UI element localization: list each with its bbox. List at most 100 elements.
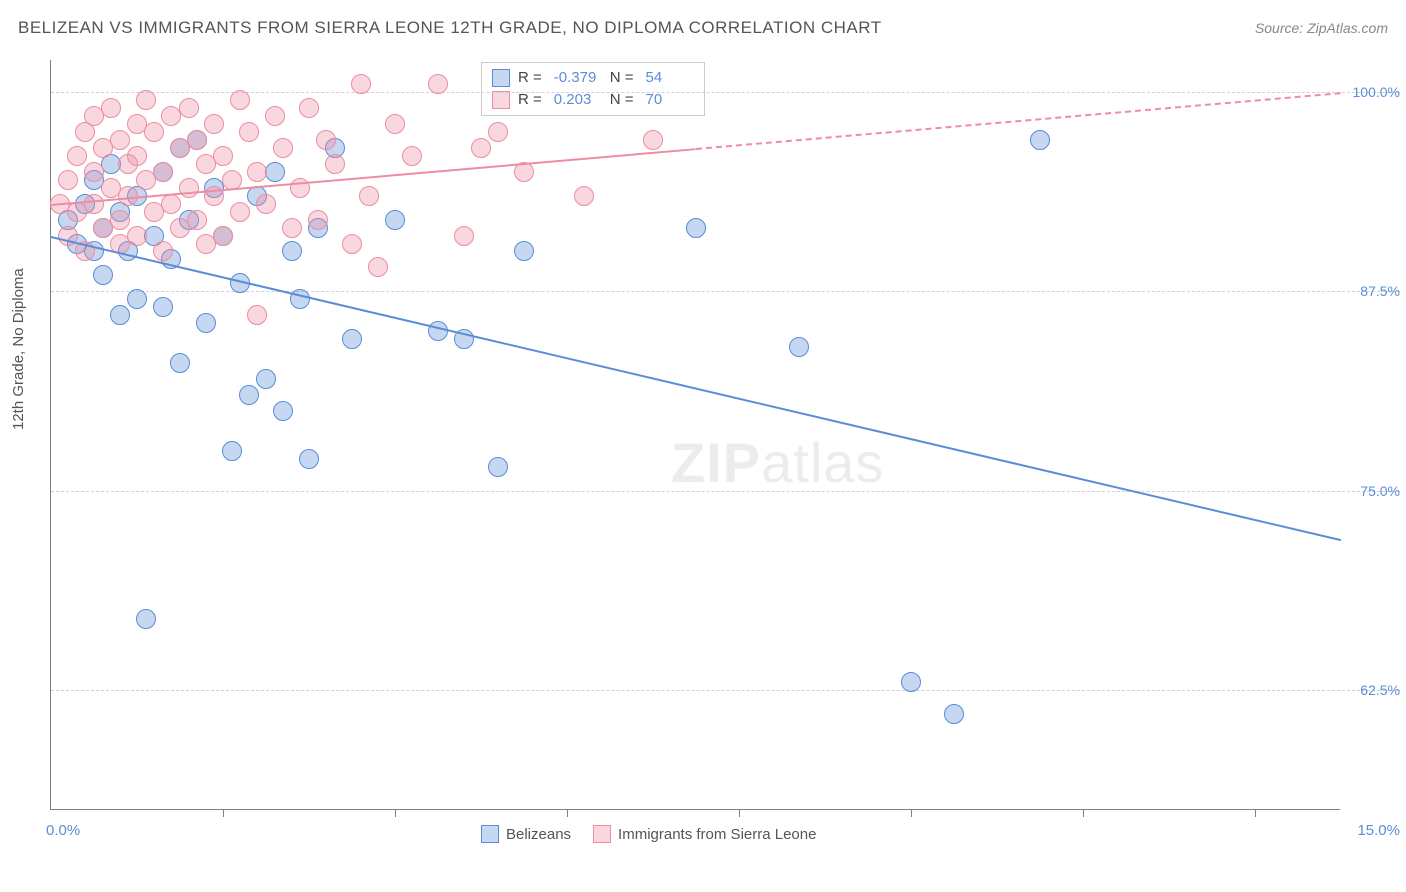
scatter-point [153, 241, 173, 261]
chart-title: BELIZEAN VS IMMIGRANTS FROM SIERRA LEONE… [18, 18, 882, 38]
scatter-point [247, 162, 267, 182]
series-name: Immigrants from Sierra Leone [618, 826, 816, 843]
legend-swatch [492, 91, 510, 109]
scatter-point [93, 265, 113, 285]
scatter-point [179, 98, 199, 118]
x-axis-min-label: 0.0% [46, 822, 80, 839]
scatter-point [204, 114, 224, 134]
scatter-point [686, 218, 706, 238]
legend-r-value: -0.379 [554, 67, 602, 89]
scatter-point [136, 609, 156, 629]
watermark: ZIPatlas [671, 430, 884, 495]
scatter-point [239, 385, 259, 405]
scatter-point [144, 122, 164, 142]
x-tick [1083, 809, 1084, 817]
scatter-point [351, 74, 371, 94]
scatter-point [789, 337, 809, 357]
scatter-point [161, 194, 181, 214]
scatter-point [187, 130, 207, 150]
legend-swatch [481, 825, 499, 843]
y-tick-label: 75.0% [1345, 483, 1400, 499]
series-legend-item: Belizeans [481, 825, 571, 843]
scatter-point [299, 98, 319, 118]
scatter-point [84, 194, 104, 214]
scatter-point [454, 226, 474, 246]
legend-swatch [593, 825, 611, 843]
scatter-point [127, 226, 147, 246]
scatter-point [256, 369, 276, 389]
scatter-point [488, 122, 508, 142]
scatter-point [230, 90, 250, 110]
scatter-point [282, 241, 302, 261]
scatter-point [273, 138, 293, 158]
gridline [51, 690, 1400, 691]
legend-r-label: R = [518, 67, 542, 89]
scatter-point [402, 146, 422, 166]
scatter-point [127, 289, 147, 309]
y-tick-label: 87.5% [1345, 283, 1400, 299]
scatter-point [153, 162, 173, 182]
y-axis-title: 12th Grade, No Diploma [10, 268, 27, 430]
scatter-point [488, 457, 508, 477]
scatter-point [1030, 130, 1050, 150]
x-axis-max-label: 15.0% [1357, 822, 1400, 839]
scatter-point [213, 146, 233, 166]
scatter-point [359, 186, 379, 206]
scatter-point [385, 114, 405, 134]
scatter-point [290, 178, 310, 198]
scatter-point [58, 170, 78, 190]
x-tick [739, 809, 740, 817]
scatter-point [101, 98, 121, 118]
scatter-point [110, 130, 130, 150]
legend-swatch [492, 69, 510, 87]
scatter-point [84, 162, 104, 182]
scatter-point [170, 353, 190, 373]
scatter-point [187, 210, 207, 230]
plot-area: ZIPatlas R =-0.379N =54R =0.203N =70 0.0… [50, 60, 1340, 810]
series-legend: Belizeans Immigrants from Sierra Leone [481, 825, 816, 843]
legend-n-label: N = [610, 67, 634, 89]
gridline [51, 491, 1400, 492]
scatter-point [213, 226, 233, 246]
y-tick-label: 62.5% [1345, 682, 1400, 698]
scatter-point [385, 210, 405, 230]
series-legend-item: Immigrants from Sierra Leone [593, 825, 816, 843]
x-tick [1255, 809, 1256, 817]
scatter-point [316, 130, 336, 150]
scatter-point [368, 257, 388, 277]
scatter-point [67, 146, 87, 166]
x-tick [223, 809, 224, 817]
scatter-point [282, 218, 302, 238]
series-name: Belizeans [506, 826, 571, 843]
scatter-point [428, 74, 448, 94]
scatter-point [471, 138, 491, 158]
x-tick [911, 809, 912, 817]
scatter-point [273, 401, 293, 421]
scatter-point [110, 305, 130, 325]
scatter-point [256, 194, 276, 214]
scatter-point [136, 90, 156, 110]
scatter-point [230, 202, 250, 222]
scatter-point [308, 210, 328, 230]
scatter-point [299, 449, 319, 469]
scatter-point [574, 186, 594, 206]
gridline [51, 92, 1400, 93]
scatter-point [196, 313, 216, 333]
legend-n-value: 54 [646, 67, 694, 89]
scatter-point [944, 704, 964, 724]
scatter-point [247, 305, 267, 325]
source-attribution: Source: ZipAtlas.com [1255, 20, 1388, 36]
scatter-point [325, 154, 345, 174]
scatter-point [428, 321, 448, 341]
scatter-point [342, 329, 362, 349]
scatter-point [153, 297, 173, 317]
x-tick [395, 809, 396, 817]
correlation-legend: R =-0.379N =54R =0.203N =70 [481, 62, 705, 116]
scatter-point [643, 130, 663, 150]
gridline [51, 291, 1400, 292]
scatter-point [110, 210, 130, 230]
y-tick-label: 100.0% [1345, 84, 1400, 100]
scatter-point [342, 234, 362, 254]
scatter-point [239, 122, 259, 142]
legend-row: R = -0.379 N = 54 [492, 67, 694, 89]
